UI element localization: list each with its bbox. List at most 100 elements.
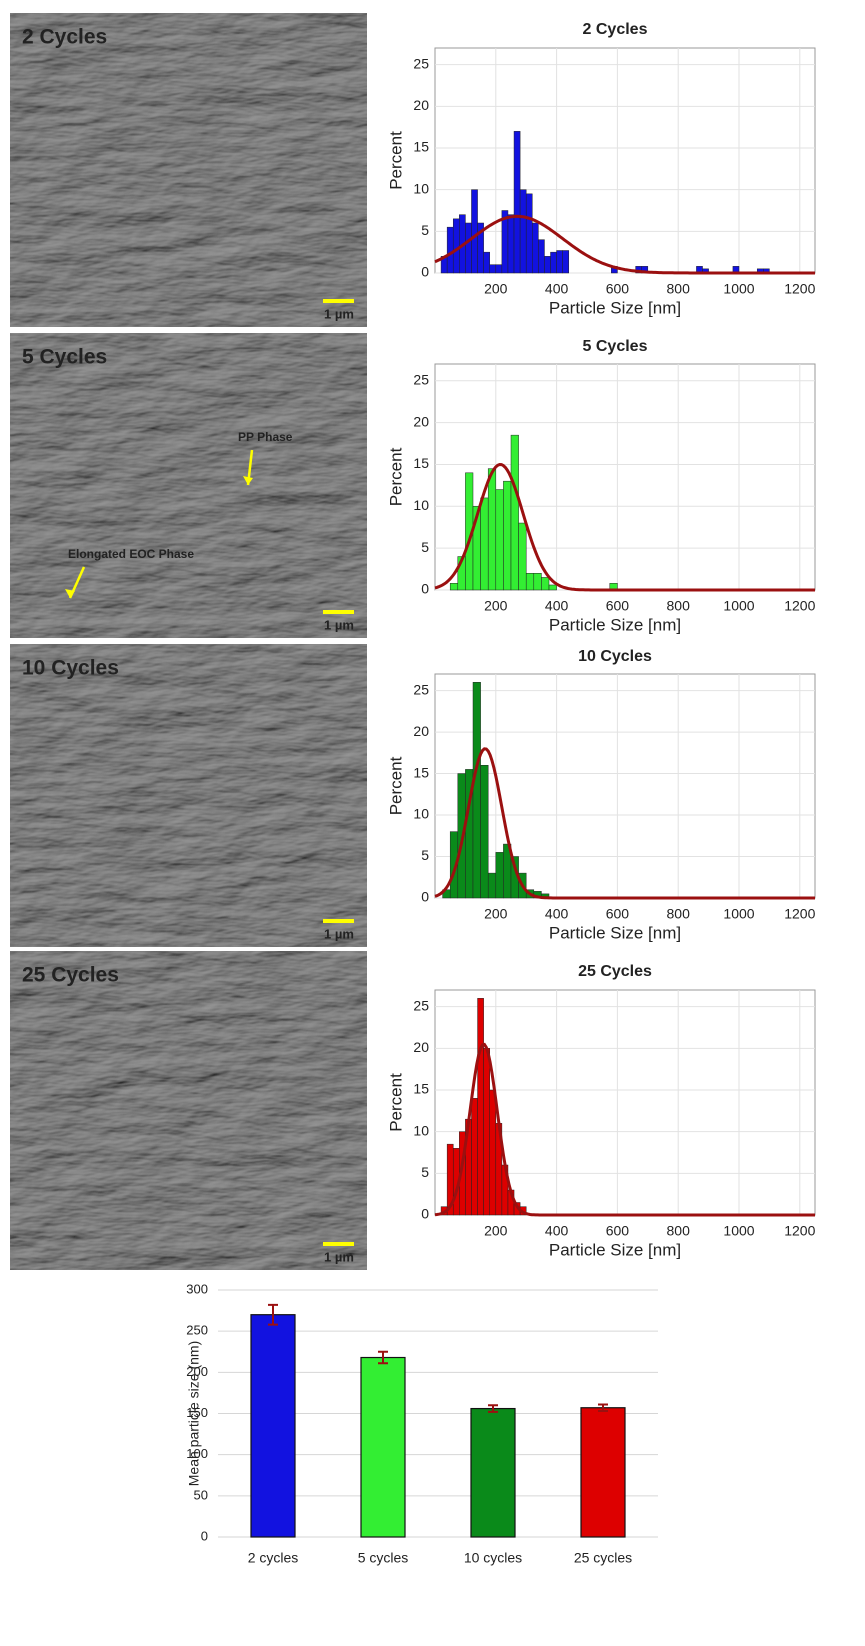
- histogram-bar: [533, 573, 542, 591]
- x-tick-label: 400: [545, 281, 569, 297]
- x-axis-label: Particle Size [nm]: [549, 923, 681, 942]
- histogram-bar: [550, 251, 557, 274]
- histogram-bar: [483, 1048, 490, 1216]
- histogram-bar: [518, 522, 527, 591]
- scale-label: 1 µm: [324, 926, 354, 941]
- histogram-bar: [510, 434, 519, 591]
- y-tick-label: 100: [186, 1446, 208, 1461]
- y-tick-label: 5: [421, 847, 429, 863]
- y-tick-label: 0: [421, 1206, 429, 1222]
- y-axis-label: Percent: [386, 447, 405, 506]
- y-tick-label: 25: [413, 681, 429, 697]
- x-axis-label: Particle Size [nm]: [549, 298, 681, 317]
- chart-title: 5 Cycles: [583, 338, 648, 355]
- y-tick-label: 25: [413, 55, 429, 71]
- histogram-bar: [513, 131, 521, 274]
- x-tick-label: 5 cycles: [358, 1550, 409, 1566]
- x-tick-label: 10 cycles: [464, 1550, 522, 1566]
- histogram-bar: [480, 497, 489, 591]
- histogram-bar: [471, 189, 478, 274]
- y-tick-label: 20: [413, 97, 429, 113]
- histogram-bar: [483, 251, 490, 274]
- x-tick-label: 800: [667, 1223, 691, 1239]
- x-tick-label: 1000: [723, 598, 754, 614]
- histogram-bar: [477, 222, 484, 274]
- y-tick-label: 25: [413, 997, 429, 1013]
- fit-curve: [434, 747, 815, 900]
- histogram-bar: [489, 264, 497, 274]
- y-tick-label: 5: [421, 1164, 429, 1180]
- y-tick-label: 200: [186, 1364, 208, 1379]
- x-tick-label: 600: [606, 1223, 630, 1239]
- x-tick-label: 600: [606, 906, 630, 922]
- sem-image: [10, 333, 367, 638]
- histogram-bar: [487, 872, 497, 899]
- x-tick-label: 1200: [784, 1223, 815, 1239]
- histogram-bar: [525, 193, 533, 274]
- histogram-bar: [472, 682, 481, 899]
- chart-title: 10 Cycles: [578, 648, 652, 665]
- y-tick-label: 0: [201, 1528, 208, 1543]
- histogram-bar: [495, 852, 504, 899]
- y-tick-label: 25: [413, 371, 429, 387]
- histogram-bar: [489, 1089, 497, 1216]
- x-tick-label: 800: [667, 598, 691, 614]
- y-tick-label: 10: [413, 1122, 429, 1138]
- bar: [580, 1407, 626, 1538]
- histogram-bar: [477, 998, 484, 1216]
- y-tick-label: 300: [186, 1281, 208, 1296]
- x-tick-label: 800: [667, 906, 691, 922]
- fit-curve: [434, 1042, 815, 1217]
- x-tick-label: 1200: [784, 598, 815, 614]
- y-tick-label: 10: [413, 180, 429, 196]
- image-label: 2 Cycles: [22, 26, 107, 49]
- fit-curve: [434, 462, 815, 592]
- fit-curve: [434, 214, 815, 275]
- y-tick-label: 15: [413, 455, 429, 471]
- y-tick-label: 20: [413, 1039, 429, 1055]
- histogram-bar: [495, 264, 503, 274]
- y-axis-label: Percent: [386, 131, 405, 190]
- y-tick-label: 250: [186, 1323, 208, 1338]
- y-tick-label: 5: [421, 222, 429, 238]
- error-bar: [268, 1303, 278, 1326]
- annotation: PP Phase: [238, 430, 293, 444]
- x-tick-label: 1000: [723, 1223, 754, 1239]
- x-tick-label: 400: [545, 1223, 569, 1239]
- y-tick-label: 0: [421, 581, 429, 597]
- y-tick-label: 15: [413, 1081, 429, 1097]
- chart-title: 25 Cycles: [578, 963, 652, 980]
- x-tick-label: 200: [484, 1223, 508, 1239]
- error-bar: [598, 1403, 608, 1413]
- histogram-bar: [487, 468, 497, 591]
- error-bar: [488, 1404, 498, 1413]
- x-tick-label: 400: [545, 598, 569, 614]
- histogram-bar: [449, 583, 459, 591]
- x-tick-label: 600: [606, 281, 630, 297]
- x-tick-label: 2 cycles: [248, 1550, 299, 1566]
- y-tick-label: 15: [413, 139, 429, 155]
- x-tick-label: 200: [484, 598, 508, 614]
- x-axis-label: Particle Size [nm]: [549, 615, 681, 634]
- plot-frame: [434, 673, 816, 899]
- histogram-bar: [538, 239, 545, 274]
- x-tick-label: 1000: [723, 281, 754, 297]
- y-tick-label: 15: [413, 764, 429, 780]
- x-tick-label: 200: [484, 906, 508, 922]
- plot-frame: [434, 47, 816, 274]
- scale-label: 1 µm: [324, 1249, 354, 1264]
- histogram-bar: [503, 480, 512, 591]
- y-tick-label: 0: [421, 889, 429, 905]
- y-tick-label: 10: [413, 497, 429, 513]
- bar: [470, 1407, 516, 1538]
- x-tick-label: 1000: [723, 906, 754, 922]
- histogram-bar: [446, 226, 454, 274]
- y-axis-label: Percent: [386, 1073, 405, 1132]
- sem-image: [10, 951, 367, 1270]
- y-tick-label: 0: [421, 264, 429, 280]
- x-axis-label: Particle Size [nm]: [549, 1240, 681, 1259]
- y-axis-label: Mean particle size (nm): [186, 1341, 202, 1487]
- x-tick-label: 800: [667, 281, 691, 297]
- scale-label: 1 µm: [324, 306, 354, 321]
